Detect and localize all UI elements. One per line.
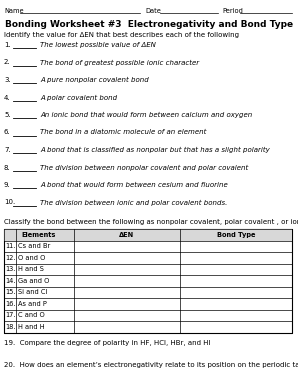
Text: 16.: 16.	[5, 301, 16, 307]
Text: 3.: 3.	[4, 77, 11, 83]
Text: The bond in a diatomic molecule of an element: The bond in a diatomic molecule of an el…	[40, 129, 207, 135]
Text: The bond of greatest possible ionic character: The bond of greatest possible ionic char…	[40, 59, 199, 66]
Text: The division between nonpolar covalent and polar covalent: The division between nonpolar covalent a…	[40, 164, 248, 171]
Text: Date: Date	[145, 8, 161, 14]
Text: The division between ionic and polar covalent bonds.: The division between ionic and polar cov…	[40, 200, 227, 206]
Text: 9.: 9.	[4, 182, 11, 188]
Text: Identify the value for ΔEN that best describes each of the following: Identify the value for ΔEN that best des…	[4, 32, 239, 38]
Text: 20.  How does an element’s electronegativity relate to its position on the perio: 20. How does an element’s electronegativ…	[4, 362, 298, 369]
Text: 12.: 12.	[5, 255, 16, 261]
Text: 7.: 7.	[4, 147, 11, 153]
Text: Ga and O: Ga and O	[18, 278, 49, 284]
Text: Si and Cl: Si and Cl	[18, 289, 47, 295]
Text: 4.: 4.	[4, 95, 11, 100]
Text: 1.: 1.	[4, 42, 11, 48]
Text: 8.: 8.	[4, 164, 11, 171]
Text: 14.: 14.	[5, 278, 16, 284]
Text: An ionic bond that would form between calcium and oxygen: An ionic bond that would form between ca…	[40, 112, 252, 118]
Text: Elements: Elements	[22, 232, 56, 238]
Text: Period: Period	[222, 8, 243, 14]
Bar	[4, 229, 292, 332]
Text: ΔEN: ΔEN	[119, 232, 135, 238]
Text: As and P: As and P	[18, 301, 47, 307]
Text: Bond Type: Bond Type	[217, 232, 255, 238]
Text: Classify the bond between the following as nonpolar covalent, polar covalent , o: Classify the bond between the following …	[4, 219, 298, 225]
Text: 13.: 13.	[5, 266, 16, 272]
Text: 6.: 6.	[4, 129, 11, 135]
Text: H and S: H and S	[18, 266, 44, 272]
Text: A bond that is classified as nonpolar but that has a slight polarity: A bond that is classified as nonpolar bu…	[40, 147, 270, 153]
Text: A pure nonpolar covalent bond: A pure nonpolar covalent bond	[40, 77, 149, 83]
Text: 19.  Compare the degree of polarity in HF, HCl, HBr, and HI: 19. Compare the degree of polarity in HF…	[4, 340, 210, 347]
Text: O and O: O and O	[18, 255, 45, 261]
Text: C and O: C and O	[18, 312, 45, 318]
Text: H and H: H and H	[18, 324, 45, 330]
Text: The lowest possible value of ΔEN: The lowest possible value of ΔEN	[40, 42, 156, 48]
Text: 15.: 15.	[5, 289, 16, 295]
Text: Cs and Br: Cs and Br	[18, 243, 50, 249]
Text: 5.: 5.	[4, 112, 11, 118]
Text: 18.: 18.	[5, 324, 16, 330]
Text: A bond that would form between cesium and fluorine: A bond that would form between cesium an…	[40, 182, 228, 188]
Text: Name: Name	[4, 8, 24, 14]
Text: 2.: 2.	[4, 59, 11, 66]
Text: 11.: 11.	[5, 243, 16, 249]
Text: A polar covalent bond: A polar covalent bond	[40, 95, 117, 101]
Text: 10.: 10.	[4, 200, 15, 205]
Text: Bonding Worksheet #3  Electronegativity and Bond Type: Bonding Worksheet #3 Electronegativity a…	[5, 20, 293, 29]
Text: 17.: 17.	[5, 312, 16, 318]
Bar	[4, 229, 292, 240]
